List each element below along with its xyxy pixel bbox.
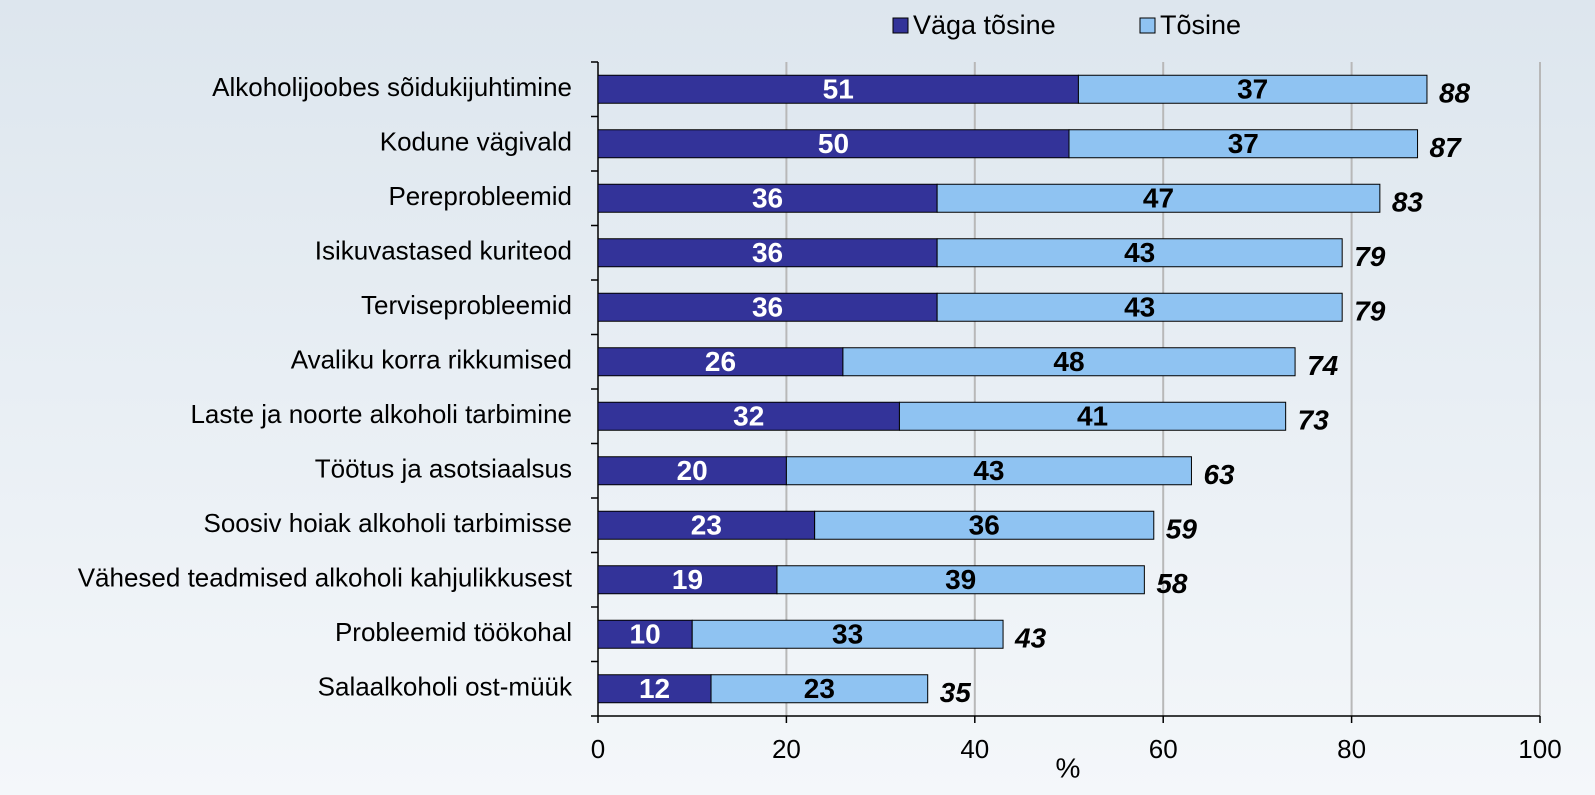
bar-segment	[898, 401, 1287, 431]
x-tick-label: 80	[1337, 734, 1366, 764]
y-tick-label: Salaalkoholi ost-müük	[318, 672, 573, 702]
bar-segment	[597, 292, 938, 322]
total-label: 87	[1430, 132, 1463, 163]
bar-segment	[936, 238, 1343, 268]
value-label: 37	[1237, 74, 1268, 105]
x-tick-label: 0	[591, 734, 605, 764]
y-tick-label: Laste ja noorte alkoholi tarbimine	[190, 399, 572, 429]
bar-segment	[1077, 74, 1428, 104]
y-tick-label: Probleemid töökohal	[335, 617, 572, 647]
total-label: 59	[1166, 514, 1198, 545]
value-label: 43	[1124, 292, 1155, 323]
value-label: 36	[752, 183, 783, 214]
bar-segment	[814, 510, 1155, 540]
x-tick-label: 100	[1518, 734, 1561, 764]
bar-segment	[691, 619, 1004, 649]
bar-segment	[597, 129, 1070, 159]
bar-segment	[842, 347, 1296, 377]
total-label: 73	[1298, 405, 1330, 436]
y-tick-label: Töötus ja asotsiaalsus	[315, 454, 572, 484]
y-tick-label: Pereprobleemid	[388, 181, 572, 211]
value-label: 48	[1053, 346, 1084, 377]
value-label: 32	[733, 401, 764, 432]
value-label: 43	[1124, 237, 1155, 268]
value-label: 36	[969, 510, 1000, 541]
bar-segment	[1068, 129, 1419, 159]
bar-segment	[936, 183, 1381, 213]
total-label: 63	[1203, 459, 1235, 490]
value-label: 47	[1143, 183, 1174, 214]
x-tick-label: 40	[960, 734, 989, 764]
total-label: 79	[1354, 241, 1386, 272]
bar-segment	[597, 674, 712, 704]
bar-segment	[785, 456, 1192, 486]
bar-segment	[597, 347, 844, 377]
value-label: 43	[973, 455, 1004, 486]
legend-swatch	[1139, 17, 1156, 34]
value-label: 26	[705, 346, 736, 377]
x-axis-label: %	[1056, 752, 1081, 783]
total-label: 79	[1354, 296, 1386, 327]
value-label: 41	[1077, 401, 1108, 432]
y-tick-label: Isikuvastased kuriteod	[315, 236, 572, 266]
value-label: 23	[804, 673, 835, 704]
y-tick-label: Soosiv hoiak alkoholi tarbimisse	[203, 508, 572, 538]
total-label: 43	[1014, 623, 1047, 654]
bar-segment	[597, 401, 900, 431]
value-label: 20	[677, 455, 708, 486]
value-label: 33	[832, 619, 863, 650]
total-label: 74	[1307, 350, 1339, 381]
bar-segment	[597, 183, 938, 213]
bar-segment	[710, 674, 929, 704]
bar-segment	[776, 565, 1145, 595]
x-tick-label: 20	[772, 734, 801, 764]
value-label: 39	[945, 564, 976, 595]
value-label: 36	[752, 237, 783, 268]
legend-swatch	[892, 17, 909, 34]
y-tick-label: Terviseprobleemid	[361, 290, 572, 320]
value-label: 51	[823, 74, 854, 105]
total-label: 88	[1439, 78, 1471, 109]
bar-segment	[597, 565, 778, 595]
value-label: 50	[818, 128, 849, 159]
y-tick-label: Alkoholijoobes sõidukijuhtimine	[212, 72, 572, 102]
x-tick-label: 60	[1149, 734, 1178, 764]
bar-segment	[597, 238, 938, 268]
y-tick-label: Kodune vägivald	[380, 127, 572, 157]
value-label: 19	[672, 564, 703, 595]
value-label: 36	[752, 292, 783, 323]
legend-label: Väga tõsine	[913, 10, 1056, 40]
value-label: 12	[639, 673, 670, 704]
value-label: 37	[1228, 128, 1259, 159]
bar-segment	[597, 456, 787, 486]
bar-segment	[936, 292, 1343, 322]
total-label: 58	[1156, 568, 1188, 599]
y-tick-label: Avaliku korra rikkumised	[291, 345, 572, 375]
y-tick-label: Vähesed teadmised alkoholi kahjulikkuses…	[78, 563, 573, 593]
legend-label: Tõsine	[1160, 10, 1241, 40]
total-label: 83	[1392, 187, 1424, 218]
total-label: 35	[940, 677, 972, 708]
value-label: 23	[691, 510, 722, 541]
bar-segment	[597, 510, 816, 540]
value-label: 10	[630, 619, 661, 650]
